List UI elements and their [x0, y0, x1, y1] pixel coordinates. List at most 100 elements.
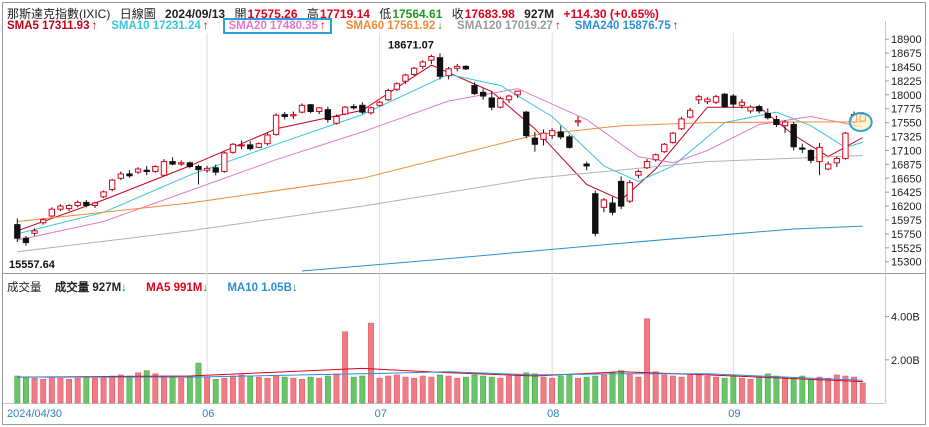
candle-body: [134, 168, 142, 173]
volume-bar: [307, 376, 314, 404]
candle-body: [333, 115, 340, 124]
volume-bar: [575, 377, 581, 404]
index-name: 那斯達克指數(IXIC): [7, 7, 111, 21]
sma-legend-item: SMA10 17231.24 ↑: [111, 20, 209, 32]
period-label: 日線圖: [119, 7, 156, 21]
candle-body: [833, 157, 840, 164]
volume-bar: [687, 373, 694, 404]
volume-bar: [247, 375, 254, 404]
open-label: 開: [234, 7, 247, 21]
panel-divider: [3, 273, 925, 274]
volume-bar: [376, 377, 383, 404]
volume-bar: [756, 376, 763, 404]
sma-legend-item: SMA20 17480.35 ↑: [222, 18, 332, 34]
candle-body: [419, 61, 426, 67]
price-tick-label: 18675: [891, 48, 922, 60]
volume-bar: [109, 375, 116, 404]
volume-bar: [471, 374, 478, 404]
volume-bar: [635, 376, 642, 404]
candle-body: [126, 173, 133, 177]
candle-body: [445, 68, 452, 77]
volume-bar: [462, 376, 469, 404]
volume-bar: [549, 377, 556, 404]
price-tick-label: 16200: [891, 201, 922, 213]
volume-bar: [342, 331, 349, 404]
volume-bar: [626, 373, 633, 404]
sma-legend-arrow: ↑: [91, 20, 98, 32]
volume-bar: [169, 376, 176, 404]
volume-ma10-arrow: ↓: [291, 282, 298, 294]
volume-legend-ma5: MA5 991M↓: [146, 282, 208, 294]
volume-bar: [186, 375, 193, 404]
volume-bar: [773, 375, 780, 404]
volume-bar: [324, 375, 331, 404]
volume-bar: [428, 376, 435, 404]
volume-ma5-arrow: ↓: [202, 282, 209, 294]
x-axis-label: 06: [202, 408, 214, 420]
volume-bar: [74, 377, 81, 404]
x-axis-label: 2024/04/30: [7, 408, 62, 420]
candle-body: [781, 121, 789, 127]
volume-tick-label: 2.00B: [891, 355, 920, 367]
candle-body: [367, 107, 375, 114]
volume-bar: [678, 376, 685, 404]
candle-body: [31, 230, 38, 234]
ma-line-sma5: [17, 64, 863, 232]
high-value: 17719.14: [319, 7, 370, 21]
candle-body: [436, 57, 444, 77]
price-tick-label: 18450: [891, 62, 922, 74]
candle-body: [695, 96, 702, 101]
candle-body: [773, 119, 780, 125]
volume-legend-current: 成交量 927M↓: [55, 282, 127, 294]
low-label: 低: [379, 7, 392, 21]
volume-bar: [566, 374, 573, 404]
candle-body: [652, 154, 659, 161]
candle-body: [385, 89, 392, 101]
candle-body: [523, 111, 530, 137]
volume-bar: [782, 376, 788, 404]
x-axis-label: 07: [375, 408, 387, 420]
candle-body: [272, 114, 280, 135]
volume-bar: [152, 373, 159, 404]
volume-bar: [212, 378, 219, 404]
candle-body: [566, 136, 573, 148]
candle-body: [730, 95, 737, 105]
candle-body: [825, 163, 832, 170]
candle-body: [91, 202, 99, 206]
volume-bar: [316, 377, 323, 404]
candle-body: [635, 170, 642, 176]
candle-body: [617, 180, 625, 207]
volume-bar: [350, 376, 357, 404]
candle-body: [48, 208, 55, 217]
price-annotation: 15557.64: [9, 259, 56, 271]
sma-legend-item: SMA240 15876.75 ↑: [574, 20, 679, 32]
candle-body: [117, 173, 125, 179]
axis-line: [885, 21, 886, 403]
volume-bar: [66, 378, 72, 404]
price-tick-label: 16875: [891, 159, 922, 171]
candle-body: [747, 106, 754, 112]
volume-bar: [92, 377, 98, 404]
volume-bar: [255, 376, 262, 404]
price-annotation: 18671.07: [388, 39, 434, 51]
volume-bar: [721, 377, 728, 404]
volume-bar: [454, 377, 461, 404]
volume-bar: [540, 376, 547, 404]
volume-bar: [281, 376, 288, 404]
candle-body: [479, 91, 487, 97]
candle-body: [238, 144, 245, 147]
candle-body: [488, 97, 495, 108]
candle-body: [514, 90, 521, 96]
candle-body: [255, 143, 263, 148]
ma-line-sma120: [17, 155, 863, 253]
volume-bar: [264, 377, 271, 404]
volume-bar: [600, 374, 607, 404]
volume-current-text: 成交量 927M: [54, 282, 122, 294]
candle-body: [799, 147, 806, 150]
volume-bar: [583, 376, 590, 404]
sma-legend-item: SMA5 17311.93 ↑: [7, 20, 98, 32]
volume-bar: [393, 374, 400, 404]
candle-body: [686, 109, 694, 118]
change-value: +114.30 (+0.65%): [563, 7, 659, 21]
candle-body: [307, 104, 314, 113]
